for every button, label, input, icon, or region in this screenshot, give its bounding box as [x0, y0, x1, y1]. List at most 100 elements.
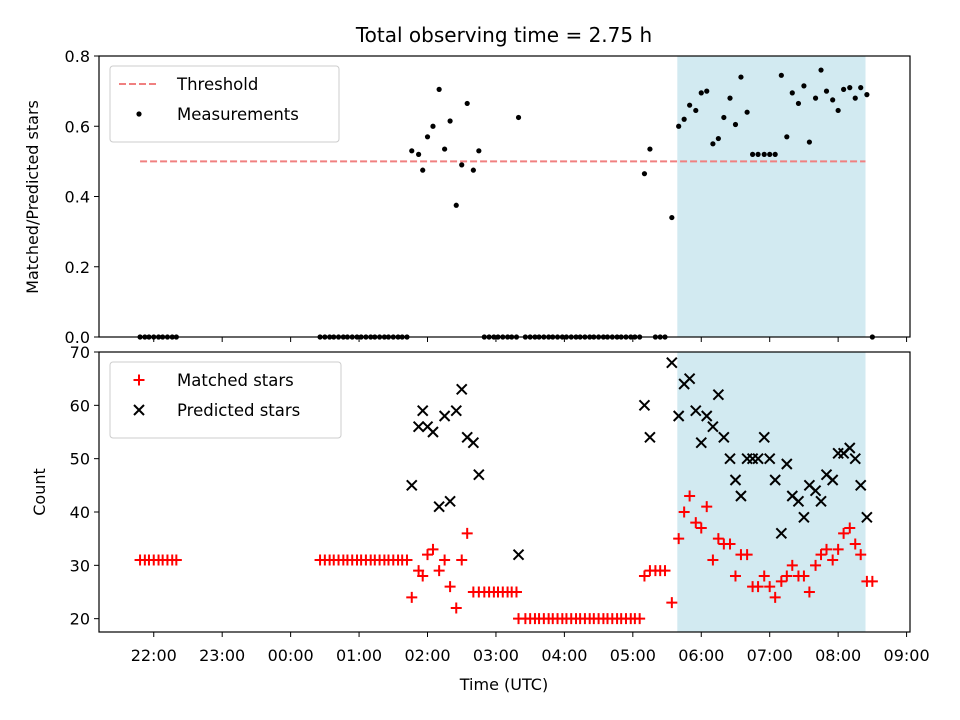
data-point: [456, 554, 468, 566]
data-point: [741, 549, 753, 561]
data-point: [470, 167, 476, 173]
legend-label: Threshold: [176, 75, 258, 94]
data-point: [638, 570, 650, 582]
data-point: [789, 90, 795, 96]
data-point: [450, 602, 462, 614]
y-tick-label: 0.0: [65, 328, 90, 347]
data-point: [461, 527, 473, 539]
data-point: [678, 506, 690, 518]
data-point: [438, 410, 451, 422]
count-y-axis-label: Count: [30, 468, 49, 516]
data-point: [755, 151, 761, 157]
data-point: [718, 431, 730, 444]
data-point: [855, 479, 867, 492]
count-panel: 20 30 40 50 60 70 22:00 23:00 00:00 01:00 02:00 03:…: [70, 343, 930, 665]
data-point: [427, 543, 439, 555]
data-point: [683, 372, 696, 385]
y-tick-label: 0.6: [65, 117, 90, 136]
data-point: [453, 202, 459, 208]
legend: Threshold Measurements: [109, 65, 340, 143]
data-point: [439, 554, 451, 566]
data-point: [422, 549, 434, 561]
x-tick-label: 00:00: [268, 646, 314, 665]
data-point: [781, 458, 793, 470]
data-point: [459, 162, 465, 168]
series-predicted-stars: [406, 356, 873, 561]
data-point: [666, 597, 678, 609]
data-point: [690, 517, 702, 529]
data-point: [727, 95, 733, 101]
data-point: [758, 431, 770, 444]
data-point: [406, 479, 418, 492]
data-point: [673, 533, 685, 545]
legend-box: [109, 65, 340, 143]
x-tick-label: 04:00: [541, 646, 587, 665]
data-point: [710, 141, 716, 147]
data-point: [690, 404, 702, 417]
data-point: [826, 474, 839, 486]
data-point: [701, 410, 713, 422]
data-point: [792, 495, 805, 508]
data-point: [420, 167, 426, 173]
data-point: [855, 549, 867, 561]
data-point: [758, 570, 770, 582]
data-point: [841, 86, 847, 92]
legend-label: Predicted stars: [177, 401, 300, 420]
legend-swatch: [133, 404, 145, 416]
data-point: [433, 500, 445, 513]
data-point: [416, 151, 422, 157]
ratio-panel: 0.0 0.2 0.4 0.6 0.8 Threshold Measurements: [65, 47, 911, 347]
x-tick-label: 22:00: [131, 646, 177, 665]
data-point: [821, 543, 833, 555]
data-point: [852, 95, 858, 101]
data-point: [712, 388, 725, 401]
data-point: [406, 591, 418, 603]
data-point: [412, 420, 425, 433]
data-point: [798, 511, 810, 524]
data-point: [858, 85, 864, 91]
data-point: [769, 474, 781, 486]
axes-frame: [98, 55, 911, 338]
data-point: [744, 109, 750, 115]
data-point: [672, 410, 685, 422]
data-point: [669, 214, 675, 221]
observing-window-span: [677, 56, 866, 337]
data-point: [803, 586, 815, 598]
data-point: [715, 135, 721, 142]
legend-box: [109, 361, 342, 439]
data-point: [769, 591, 781, 603]
data-point: [447, 118, 453, 124]
data-point: [786, 559, 798, 571]
data-point: [707, 554, 719, 566]
legend-swatch: [136, 111, 142, 117]
x-tick-label: 06:00: [678, 646, 724, 665]
y-tick-label: 0.8: [65, 47, 90, 66]
observing-window-span: [677, 352, 866, 632]
data-point: [827, 554, 839, 566]
data-point: [473, 468, 485, 481]
data-point: [510, 586, 522, 598]
data-point: [866, 575, 878, 587]
data-point: [818, 67, 824, 73]
data-point: [444, 495, 456, 508]
data-point: [170, 554, 182, 566]
data-point: [647, 146, 653, 152]
x-tick-label: 07:00: [747, 646, 793, 665]
data-point: [704, 88, 710, 94]
data-point: [467, 436, 480, 449]
data-point: [698, 90, 704, 96]
x-tick-label: 01:00: [336, 646, 382, 665]
y-tick-label: 20: [70, 610, 90, 629]
data-point: [729, 570, 741, 582]
x-tick-label: 05:00: [610, 646, 656, 665]
data-point: [847, 85, 853, 91]
data-point: [810, 559, 822, 571]
chart-title: Total observing time = 2.75 h: [355, 23, 652, 47]
data-point: [693, 107, 699, 114]
legend: Matched stars Predicted stars: [109, 361, 342, 439]
data-point: [450, 404, 462, 417]
series-matched-stars: [134, 490, 878, 625]
data-point: [417, 404, 429, 417]
data-point: [806, 139, 812, 145]
